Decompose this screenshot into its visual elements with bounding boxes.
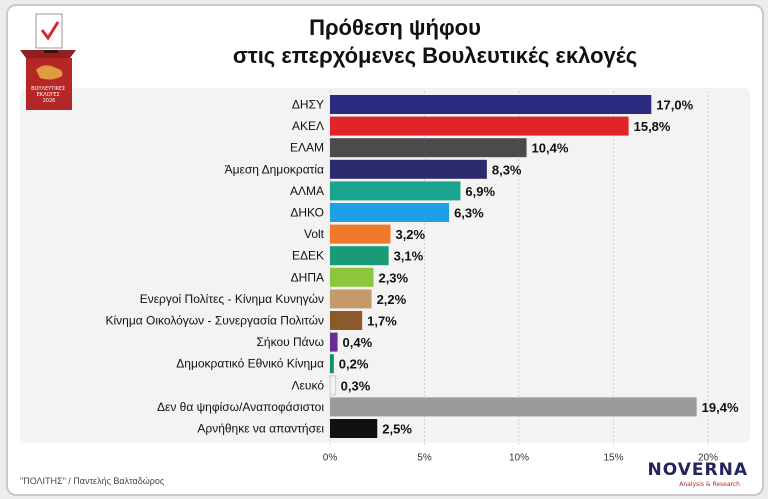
- category-label: ΔΗΚΟ: [290, 206, 324, 220]
- x-tick-label: 0%: [323, 453, 338, 464]
- value-label: 15,8%: [634, 119, 671, 134]
- value-label: 2,2%: [377, 292, 407, 307]
- value-label: 2,3%: [378, 270, 408, 285]
- category-label: ΕΔΕΚ: [292, 249, 324, 263]
- x-tick-label: 20%: [698, 453, 718, 464]
- category-label: Volt: [304, 227, 325, 241]
- bar-2: [330, 138, 527, 158]
- category-label: ΔΗΣΥ: [292, 98, 324, 112]
- category-label: ΑΛΜΑ: [290, 184, 324, 198]
- value-label: 0,3%: [341, 378, 371, 393]
- value-label: 3,2%: [395, 227, 425, 242]
- category-label: Αρνήθηκε να απαντήσει: [197, 422, 324, 436]
- category-label: Ενεργοί Πολίτες - Κίνημα Κυνηγών: [140, 292, 324, 306]
- category-label: ΔΗΠΑ: [291, 270, 324, 284]
- category-label: Δημοκρατικό Εθνικό Κίνημα: [176, 357, 324, 371]
- bar-5: [330, 203, 450, 222]
- value-label: 2,5%: [382, 422, 412, 437]
- x-tick-label: 5%: [417, 453, 432, 464]
- bar-3: [330, 159, 487, 179]
- ballot-box-icon: ΒΟΥΛΕΥΤΙΚΕΣ ΕΚΛΟΓΕΣ 2026: [20, 13, 76, 110]
- bar-6: [330, 224, 391, 244]
- bar-14: [330, 397, 697, 417]
- bar-13: [329, 375, 337, 396]
- bar-12: [330, 354, 334, 374]
- value-label: 19,4%: [702, 400, 739, 415]
- value-label: 3,1%: [394, 249, 424, 264]
- value-label: 0,4%: [343, 335, 373, 350]
- bar-11: [330, 332, 338, 352]
- category-label: Άμεση Δημοκρατία: [225, 162, 324, 176]
- x-tick-label: 10%: [509, 453, 529, 464]
- title-line-1: Πρόθεση ψήφου: [309, 15, 481, 40]
- bar-0: [330, 95, 652, 114]
- category-label: Σήκου Πάνω: [257, 335, 325, 349]
- chart-title: Πρόθεση ψήφου στις επερχόμενες Βουλευτικ…: [8, 14, 762, 70]
- ballot-box-text: ΒΟΥΛΕΥΤΙΚΕΣ ΕΚΛΟΓΕΣ 2026: [31, 86, 67, 104]
- infographic-frame: 0% 5% 10% 15% 20% ΔΗΣΥ 17,0% ΑΚΕΛ 15,8% ΕΛΑΜ 10,4%…: [6, 4, 764, 496]
- bar-chart: 0% 5% 10% 15% 20% ΔΗΣΥ 17,0% ΑΚΕΛ 15,8% ΕΛΑΜ 10,4%…: [20, 88, 750, 464]
- brand-logo: NOVERNA: [647, 460, 748, 480]
- category-label: Δεν θα ψηφίσω/Αναποφάσιστοι: [157, 400, 324, 414]
- bar-8: [330, 267, 374, 287]
- category-label: Κίνημα Οικολόγων - Συνεργασία Πολιτών: [105, 314, 324, 328]
- value-label: 17,0%: [656, 98, 693, 113]
- value-label: 1,7%: [367, 314, 397, 329]
- category-label: ΑΚΕΛ: [292, 119, 324, 133]
- bar-7: [330, 246, 389, 266]
- bar-10: [330, 311, 363, 330]
- category-label: Λευκό: [292, 378, 325, 392]
- value-label: 10,4%: [532, 141, 569, 156]
- bar-15: [330, 419, 378, 438]
- value-label: 0,2%: [339, 357, 369, 372]
- x-tick-label: 15%: [603, 453, 623, 464]
- brand-subtitle: Analysis & Research: [679, 481, 740, 488]
- value-label: 8,3%: [492, 162, 522, 177]
- bar-4: [330, 181, 461, 201]
- category-label: ΕΛΑΜ: [290, 141, 324, 155]
- plot-background: [20, 88, 750, 443]
- bar-1: [330, 116, 629, 136]
- value-label: 6,9%: [465, 184, 495, 199]
- value-label: 6,3%: [454, 206, 484, 221]
- title-line-2: στις επερχόμενες Βουλευτικές εκλογές: [232, 43, 638, 68]
- bar-9: [330, 289, 372, 309]
- source-credit: "ΠΟΛΙΤΗΣ" / Παντελής Βαλταδώρος: [20, 476, 165, 486]
